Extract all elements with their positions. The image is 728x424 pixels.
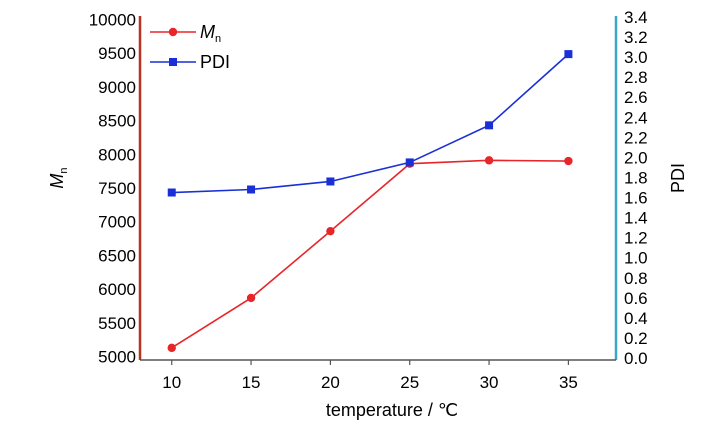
x-tick-label: 15 bbox=[242, 373, 261, 392]
right-y-tick-label: 1.6 bbox=[624, 189, 648, 208]
right-y-tick-label: 3.4 bbox=[624, 8, 648, 27]
axes bbox=[138, 16, 618, 365]
legend: Mn PDI bbox=[150, 22, 230, 72]
right-y-tick-label: 2.2 bbox=[624, 128, 648, 147]
legend-label-main: M bbox=[200, 22, 215, 42]
pdi-data-point bbox=[564, 50, 573, 59]
series-line-pdi bbox=[171, 53, 569, 194]
right-y-tick-label: 0.4 bbox=[624, 309, 648, 328]
left-y-axis-title-sub: n bbox=[58, 167, 70, 173]
left-y-tick-label: 7000 bbox=[98, 213, 136, 232]
right-y-tick-label: 2.6 bbox=[624, 88, 648, 107]
right-y-tick-label: 1.0 bbox=[624, 249, 648, 268]
left-y-tick-label: 6000 bbox=[98, 280, 136, 299]
pdi-data-point bbox=[326, 177, 335, 186]
left-y-tick-label: 9500 bbox=[98, 44, 136, 63]
right-y-tick-label: 2.8 bbox=[624, 68, 648, 87]
right-y-tick-label: 0.8 bbox=[624, 269, 648, 288]
mn-data-point bbox=[246, 293, 256, 303]
legend-label: Mn bbox=[200, 22, 221, 45]
left-y-tick-label: 6500 bbox=[98, 246, 136, 265]
pdi-data-point bbox=[167, 188, 176, 197]
mn-data-point bbox=[564, 156, 573, 166]
legend-marker bbox=[169, 58, 177, 66]
pdi-data-point bbox=[247, 185, 256, 194]
tick-labels: 10 15 20 25 30 35 5000 5500 6000 6500 7000 7500 8000… bbox=[47, 8, 688, 420]
pdi-data-point bbox=[485, 121, 494, 130]
right-y-tick-label: 1.2 bbox=[624, 229, 648, 248]
left-y-tick-label: 8500 bbox=[98, 112, 136, 131]
mn-data-point bbox=[167, 343, 176, 353]
right-y-tick-label: 0.0 bbox=[624, 349, 648, 368]
right-y-tick-label: 2.0 bbox=[624, 148, 648, 167]
mn-data-point bbox=[326, 226, 335, 236]
x-tick-label: 35 bbox=[559, 373, 578, 392]
right-y-tick-label: 3.0 bbox=[624, 48, 648, 67]
right-y-tick-label: 1.8 bbox=[624, 168, 648, 187]
left-y-tick-label: 10000 bbox=[89, 10, 136, 29]
left-y-tick-label: 9000 bbox=[98, 78, 136, 97]
left-y-tick-label: 8000 bbox=[98, 145, 136, 164]
left-y-tick-label: 5000 bbox=[98, 348, 136, 367]
left-y-axis-title: Mn bbox=[47, 167, 70, 188]
right-y-tick-label: 2.4 bbox=[624, 108, 648, 127]
left-y-tick-label: 7500 bbox=[98, 179, 136, 198]
legend-marker bbox=[168, 27, 178, 37]
left-y-axis-title-main: M bbox=[47, 174, 67, 189]
left-y-tick-label: 5500 bbox=[98, 314, 136, 333]
x-tick-label: 20 bbox=[321, 373, 340, 392]
right-y-tick-label: 3.2 bbox=[624, 28, 648, 47]
x-axis-title: temperature / ℃ bbox=[326, 400, 458, 420]
x-tick-label: 25 bbox=[400, 373, 419, 392]
x-tick-label: 10 bbox=[162, 373, 181, 392]
pdi-data-point bbox=[405, 158, 414, 167]
right-y-tick-label: 0.2 bbox=[624, 329, 648, 348]
right-y-tick-label: 0.6 bbox=[624, 289, 648, 308]
x-tick-label: 30 bbox=[480, 373, 499, 392]
series-line-mn bbox=[171, 159, 569, 349]
right-y-tick-label: 1.4 bbox=[624, 209, 648, 228]
legend-label: PDI bbox=[200, 52, 230, 72]
mn-data-point bbox=[484, 156, 494, 165]
right-y-axis-title: PDI bbox=[668, 163, 688, 193]
series-layer bbox=[167, 50, 573, 353]
legend-label-sub: n bbox=[215, 33, 221, 45]
